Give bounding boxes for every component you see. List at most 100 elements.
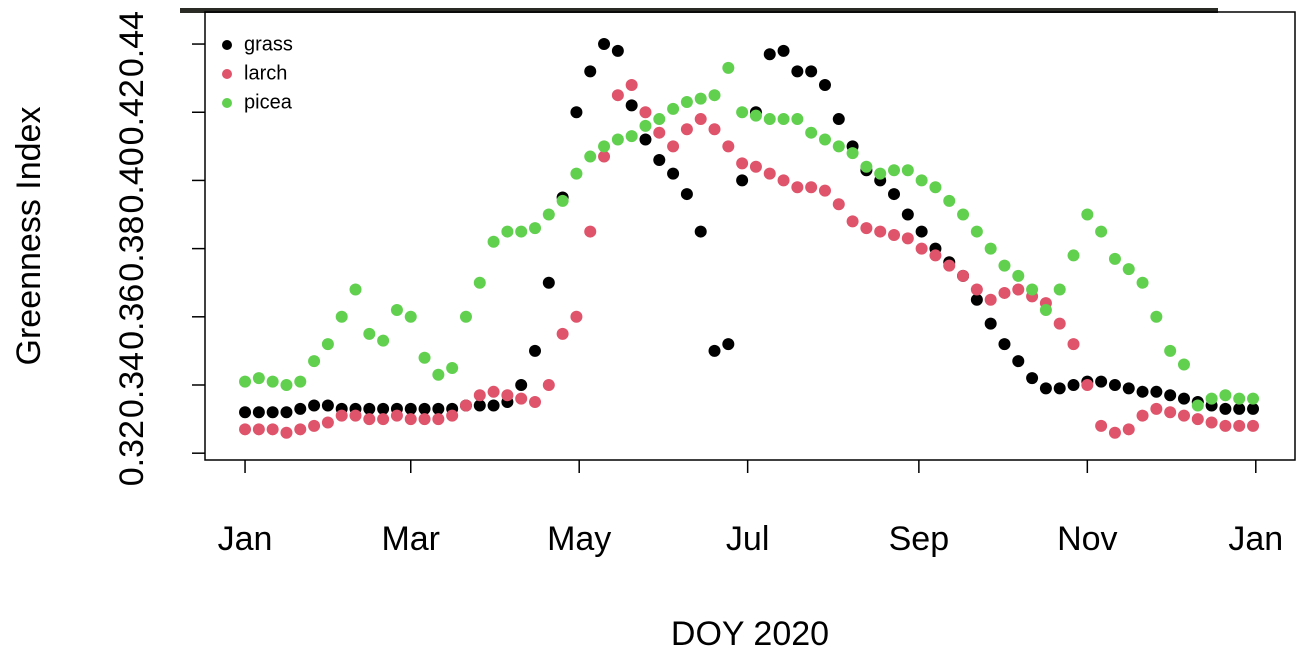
data-point [819, 185, 831, 197]
data-point [709, 345, 721, 357]
y-tick-label: 0.44 [113, 11, 151, 77]
data-point [515, 393, 527, 405]
x-tick-label: Mar [381, 520, 440, 558]
data-point [985, 243, 997, 255]
data-point [833, 198, 845, 210]
data-point [736, 106, 748, 118]
data-point [529, 345, 541, 357]
data-point [1012, 270, 1024, 282]
data-point [709, 89, 721, 101]
y-tick-label: 0.40 [113, 147, 151, 213]
data-point [929, 181, 941, 193]
data-point [612, 134, 624, 146]
data-point [460, 311, 472, 323]
data-point [819, 79, 831, 91]
data-point [681, 123, 693, 135]
data-point [253, 423, 265, 435]
data-point [391, 304, 403, 316]
data-point [750, 161, 762, 173]
data-point [377, 413, 389, 425]
data-point [1178, 410, 1190, 422]
data-point [667, 140, 679, 152]
data-point [1219, 403, 1231, 415]
data-point [363, 328, 375, 340]
data-point [529, 396, 541, 408]
data-point [308, 420, 320, 432]
data-point [1109, 427, 1121, 439]
data-point [1123, 423, 1135, 435]
data-point [308, 399, 320, 411]
data-point [929, 249, 941, 261]
data-point [1068, 338, 1080, 350]
data-point [722, 62, 734, 74]
data-point [529, 222, 541, 234]
data-point [419, 352, 431, 364]
data-point [1150, 311, 1162, 323]
data-point [598, 38, 610, 50]
data-point [405, 413, 417, 425]
data-point [322, 416, 334, 428]
data-point [1026, 284, 1038, 296]
data-point [971, 294, 983, 306]
data-point [1123, 263, 1135, 275]
data-point [943, 195, 955, 207]
data-point [971, 284, 983, 296]
data-point [446, 410, 458, 422]
data-point [377, 335, 389, 347]
data-point [474, 277, 486, 289]
data-point [1040, 382, 1052, 394]
data-point [474, 399, 486, 411]
data-point [557, 328, 569, 340]
data-point [860, 222, 872, 234]
legend-label: larch [244, 62, 287, 84]
data-point [239, 376, 251, 388]
data-point [1026, 372, 1038, 384]
data-point [267, 406, 279, 418]
data-point [1219, 420, 1231, 432]
data-point [1233, 393, 1245, 405]
data-point [584, 151, 596, 163]
data-point [543, 379, 555, 391]
data-point [419, 413, 431, 425]
data-point [363, 403, 375, 415]
data-point [1137, 277, 1149, 289]
data-point [847, 215, 859, 227]
data-point [1164, 406, 1176, 418]
data-point [446, 362, 458, 374]
data-point [1192, 413, 1204, 425]
data-point [1247, 393, 1259, 405]
data-point [805, 127, 817, 139]
data-point [902, 232, 914, 244]
data-point [1178, 393, 1190, 405]
data-point [267, 423, 279, 435]
data-point [1095, 226, 1107, 238]
data-point [474, 389, 486, 401]
data-point [957, 209, 969, 221]
legend-label: picea [244, 91, 293, 113]
data-point [432, 413, 444, 425]
data-point [239, 406, 251, 418]
x-tick-label: May [547, 520, 611, 558]
data-point [998, 287, 1010, 299]
data-point [598, 151, 610, 163]
data-point [860, 161, 872, 173]
data-point [1095, 376, 1107, 388]
data-point [791, 113, 803, 125]
data-point [584, 226, 596, 238]
data-point [1054, 284, 1066, 296]
data-point [1095, 420, 1107, 432]
chart: DOY 2020 Greenness Index JanMarMayJulSep… [0, 0, 1299, 656]
data-point [626, 99, 638, 111]
data-point [1206, 393, 1218, 405]
data-point [612, 89, 624, 101]
data-point [239, 423, 251, 435]
data-point [1192, 399, 1204, 411]
data-point [501, 226, 513, 238]
data-point [322, 399, 334, 411]
data-point [1150, 386, 1162, 398]
data-point [653, 154, 665, 166]
data-point [791, 65, 803, 77]
x-tick-label: Jan [218, 520, 273, 558]
data-point [916, 243, 928, 255]
data-point [350, 284, 362, 296]
